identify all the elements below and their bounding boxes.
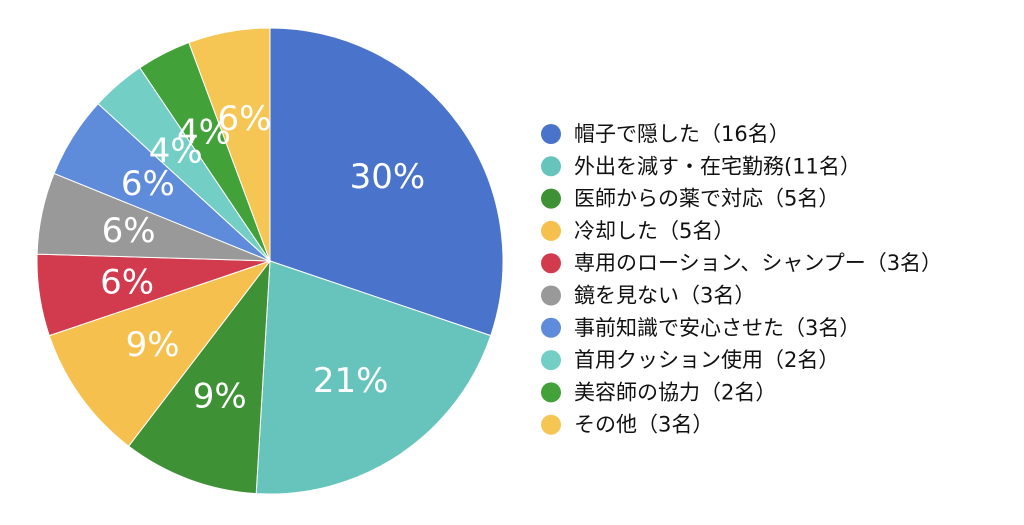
legend-swatch-3 [541, 188, 561, 209]
legend-swatch-5 [541, 253, 561, 274]
legend-label-8: 首用クッション使用（2名） [574, 348, 839, 372]
legend-label-2: 外出を減す・在宅勤務(11名） [574, 154, 861, 178]
pie-slice-4 [48, 260, 272, 447]
pie-slice-1 [269, 27, 504, 337]
legend-label-3: 医師からの薬で対応（5名） [574, 187, 839, 211]
legend-swatch-8 [541, 350, 561, 371]
legend-label-4: 冷却した（5名） [574, 219, 734, 243]
pie-percent-labels: 30%21%9%9%6%6%6%4%4%6% [100, 99, 425, 417]
legend-swatch-6 [541, 285, 561, 306]
legend-swatch-4 [541, 220, 561, 241]
legend-item-3: 医師からの薬で対応（5名） [541, 187, 839, 211]
legend-item-6: 鏡を見ない（3名） [541, 284, 755, 308]
pie-slice-2 [255, 260, 492, 495]
legend-swatch-7 [541, 317, 561, 338]
slice-percent-label-2: 21% [313, 361, 389, 401]
legend-swatch-2 [541, 156, 561, 177]
legend-swatch-1 [541, 124, 561, 144]
pie-slice-10 [188, 27, 271, 262]
legend-item-9: 美容師の協力（2名） [541, 380, 776, 404]
slice-percent-label-5: 6% [100, 262, 154, 302]
legend-label-10: その他（3名） [574, 413, 713, 437]
slice-percent-label-9: 4% [177, 112, 231, 152]
slice-percent-label-6: 6% [102, 211, 156, 251]
pie-slice-3 [127, 259, 271, 495]
legend-label-9: 美容師の協力（2名） [574, 380, 776, 404]
legend-swatch-9 [541, 382, 561, 403]
slice-percent-label-3: 9% [193, 376, 247, 416]
legend-item-1: 帽子で隠した（16名） [541, 122, 790, 146]
legend-item-10: その他（3名） [541, 413, 713, 437]
legend-label-1: 帽子で隠した（16名） [574, 122, 790, 146]
legend-swatch-10 [541, 414, 561, 435]
legend-item-5: 専用のローション、シャンプー（3名） [541, 251, 942, 275]
slice-percent-label-7: 6% [121, 164, 175, 204]
slice-percent-label-8: 4% [149, 132, 203, 172]
legend-label-7: 事前知識で安心させた（3名） [574, 316, 860, 340]
slice-percent-label-1: 30% [350, 157, 426, 197]
legend-item-7: 事前知識で安心させた（3名） [541, 316, 860, 340]
pie-slices [36, 27, 504, 495]
slice-percent-label-4: 9% [126, 325, 180, 365]
legend-item-8: 首用クッション使用（2名） [541, 348, 839, 372]
legend: 帽子で隠した（16名） 外出を減す・在宅勤務(11名） 医師からの薬で対応（5名） 冷… [541, 122, 942, 437]
legend-item-2: 外出を減す・在宅勤務(11名） [541, 154, 861, 178]
legend-label-6: 鏡を見ない（3名） [574, 284, 755, 308]
slice-percent-label-10: 6% [217, 99, 271, 139]
legend-label-5: 専用のローション、シャンプー（3名） [574, 251, 942, 275]
legend-item-4: 冷却した（5名） [541, 219, 734, 243]
